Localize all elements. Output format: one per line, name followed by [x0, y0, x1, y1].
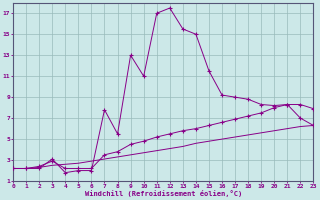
X-axis label: Windchill (Refroidissement éolien,°C): Windchill (Refroidissement éolien,°C)	[84, 190, 242, 197]
